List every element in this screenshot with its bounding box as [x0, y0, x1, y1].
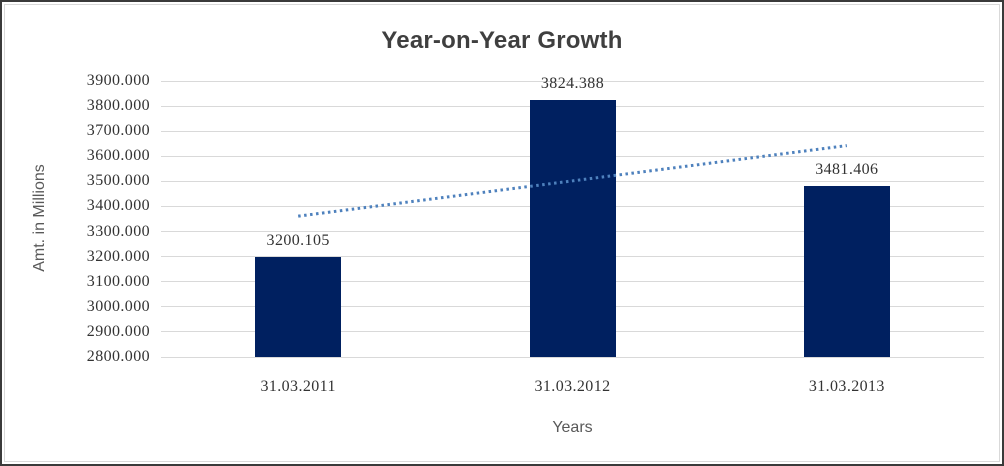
y-axis-tick-label: 3600.000	[86, 147, 150, 165]
y-axis-title: Amt. in Millions	[31, 164, 48, 272]
bar	[529, 99, 616, 357]
gridline	[161, 80, 984, 82]
gridline	[161, 356, 984, 358]
y-axis-tick-label: 3100.000	[86, 272, 150, 290]
bar-value-label: 3824.388	[540, 74, 605, 92]
x-axis-title: Years	[552, 419, 593, 436]
bar-value-label: 3481.406	[815, 161, 879, 179]
y-axis-tick-label: 2800.000	[86, 348, 150, 365]
bar	[255, 256, 342, 357]
y-axis-tick-label: 3500.000	[86, 172, 150, 190]
y-axis-tick-label: 3000.000	[86, 297, 150, 315]
bar-value-label: 3200.105	[266, 231, 330, 249]
y-axis-tick-label: 2900.000	[86, 322, 150, 340]
x-axis-tick-label: 31.03.2012	[534, 378, 611, 395]
x-axis-tick-label: 31.03.2013	[808, 378, 885, 395]
y-axis-tick-label: 3400.000	[86, 197, 150, 215]
y-axis-tick-label: 3200.000	[86, 247, 150, 265]
bar	[803, 186, 890, 357]
y-axis-tick-label: 3700.000	[86, 122, 150, 140]
y-axis-tick-label: 3900.000	[86, 72, 150, 89]
chart-area: Year-on-Year Growth 3900.000 3800.000 3700…	[4, 4, 1000, 462]
y-axis-tick-label: 3800.000	[86, 97, 150, 115]
y-axis-tick-label: 3300.000	[86, 222, 150, 240]
x-axis-tick-label: 31.03.2011	[260, 378, 336, 395]
chart-title: Year-on-Year Growth	[381, 27, 623, 54]
